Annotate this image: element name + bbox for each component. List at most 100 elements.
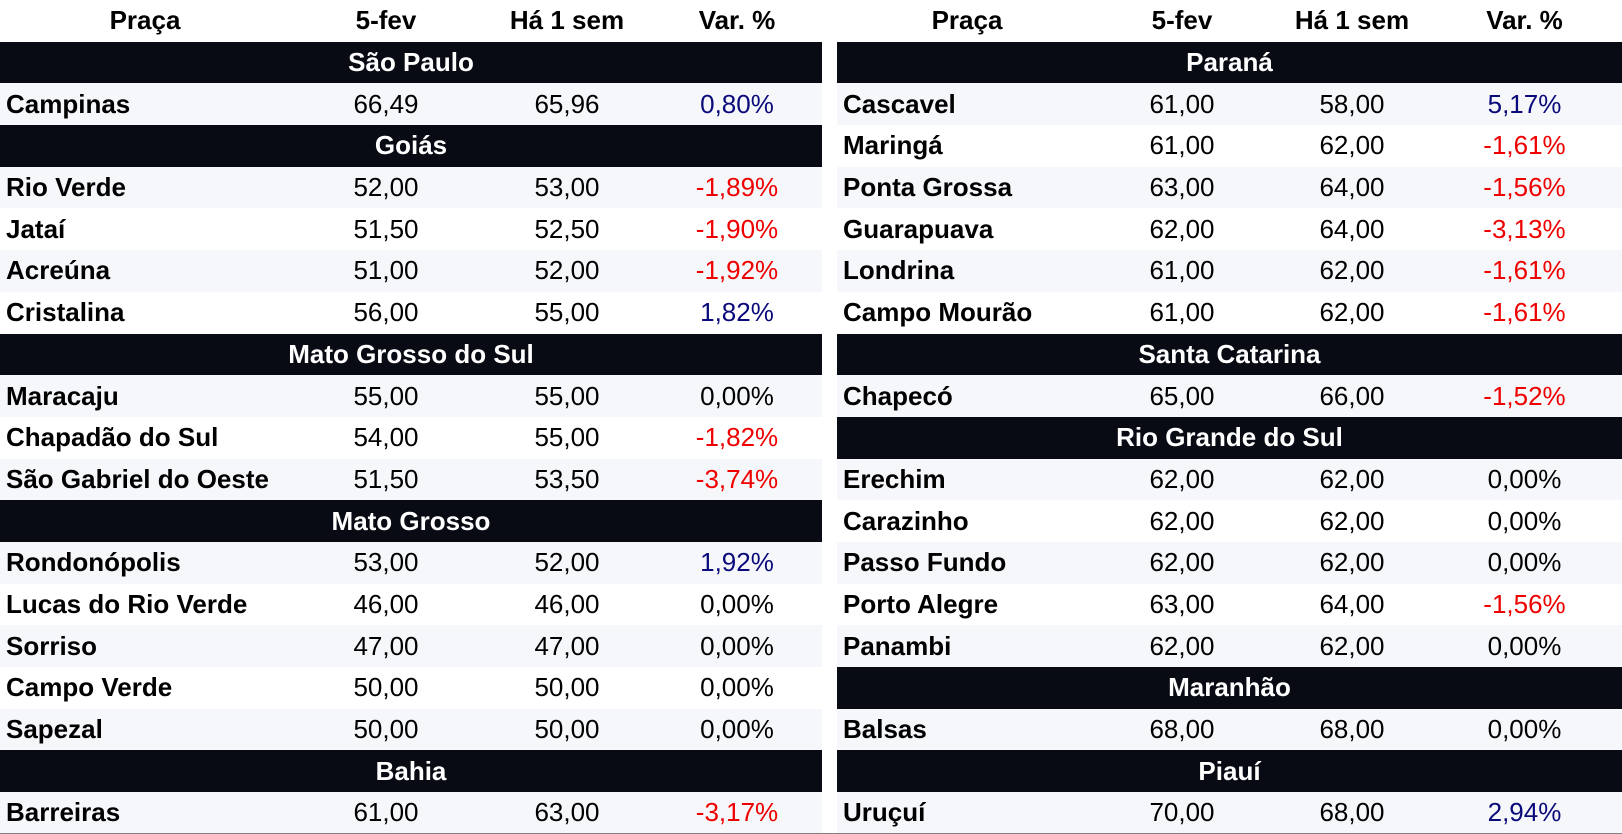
price-change: -3,74%: [695, 463, 779, 494]
price-change: 0,00%: [1487, 630, 1562, 661]
header-date-current: 5-fev: [355, 5, 417, 36]
place-name: Carazinho: [843, 505, 969, 536]
table-row: Cascavel 61,00 58,00 5,17%: [837, 83, 1622, 126]
region-header: Paraná: [837, 41, 1622, 84]
region-header: Maranhão: [837, 667, 1622, 709]
table-row: Sapezal 50,00 50,00 0,00%: [0, 708, 822, 751]
table-row: Cristalina 56,00 55,00 1,82%: [0, 292, 822, 334]
table-row: Londrina 61,00 62,00 -1,61%: [837, 250, 1622, 292]
price-current: 62,00: [1149, 630, 1215, 661]
table-row: Uruçuí 70,00 68,00 2,94%: [837, 792, 1622, 834]
table-row: Maracaju 55,00 55,00 0,00%: [0, 375, 822, 417]
left-price-table: Praça 5-fev Há 1 sem Var. % São Paulo Campina…: [0, 0, 822, 828]
column-header-row: Praça 5-fev Há 1 sem Var. %: [0, 0, 822, 42]
place-name: Jataí: [6, 213, 66, 244]
header-place: Praça: [109, 5, 181, 36]
place-name: Rio Verde: [6, 172, 126, 203]
price-current: 61,00: [353, 797, 419, 828]
price-prev: 53,50: [534, 463, 600, 494]
price-prev: 62,00: [1319, 130, 1385, 161]
price-change: -3,17%: [695, 797, 779, 828]
price-prev: 64,00: [1319, 172, 1385, 203]
place-name: Balsas: [843, 714, 927, 745]
price-prev: 62,00: [1319, 255, 1385, 286]
table-row: Chapecó 65,00 66,00 -1,52%: [837, 375, 1622, 417]
price-prev: 55,00: [534, 380, 600, 411]
place-name: Maracaju: [6, 380, 119, 411]
place-name: Maringá: [843, 130, 943, 161]
price-current: 52,00: [353, 172, 419, 203]
place-name: Ponta Grossa: [843, 172, 1013, 203]
price-change: -1,89%: [695, 172, 779, 203]
price-current: 61,00: [1149, 297, 1215, 328]
column-header-row: Praça 5-fev Há 1 sem Var. %: [837, 0, 1622, 42]
price-change: -1,52%: [1483, 380, 1566, 411]
region-header: São Paulo: [0, 41, 822, 84]
place-name: Guarapuava: [843, 213, 994, 244]
price-current: 53,00: [353, 547, 419, 578]
price-change: 0,00%: [700, 630, 774, 661]
price-change: 0,00%: [700, 714, 774, 745]
price-change: -1,61%: [1483, 297, 1566, 328]
price-current: 61,00: [1149, 255, 1215, 286]
place-name: Rondonópolis: [6, 547, 181, 578]
region-header: Mato Grosso: [0, 500, 822, 542]
table-row: Rio Verde 52,00 53,00 -1,89%: [0, 166, 822, 209]
price-change: 1,82%: [700, 297, 774, 328]
place-name: Campo Verde: [6, 672, 173, 703]
price-change: 0,00%: [1487, 547, 1562, 578]
price-prev: 50,00: [534, 714, 600, 745]
place-name: Chapecó: [843, 380, 953, 411]
price-change: -1,61%: [1483, 255, 1566, 286]
price-change: 0,00%: [700, 380, 774, 411]
table-row: Campinas 66,49 65,96 0,80%: [0, 83, 822, 126]
price-current: 61,00: [1149, 130, 1215, 161]
place-name: Sapezal: [6, 714, 103, 745]
region-header: Rio Grande do Sul: [837, 416, 1622, 459]
price-prev: 65,96: [534, 88, 600, 119]
price-prev: 53,00: [534, 172, 600, 203]
place-name: Campinas: [6, 88, 131, 119]
price-current: 68,00: [1149, 714, 1215, 745]
place-name: Lucas do Rio Verde: [6, 588, 248, 619]
table-row: Jataí 51,50 52,50 -1,90%: [0, 208, 822, 250]
price-current: 51,50: [353, 213, 419, 244]
region-header: Bahia: [0, 750, 822, 793]
price-current: 47,00: [353, 630, 419, 661]
price-prev: 46,00: [534, 588, 600, 619]
price-prev: 68,00: [1319, 797, 1385, 828]
right-price-table: Praça 5-fev Há 1 sem Var. % Paraná Cascavel 61…: [837, 0, 1622, 834]
price-prev: 62,00: [1319, 547, 1385, 578]
place-name: Porto Alegre: [843, 588, 999, 619]
header-change: Var. %: [698, 5, 776, 36]
header-place: Praça: [931, 5, 1003, 36]
price-change: -1,61%: [1483, 130, 1566, 161]
price-current: 62,00: [1149, 463, 1215, 494]
table-row: Sorriso 47,00 47,00 0,00%: [0, 625, 822, 667]
table-row: Lucas do Rio Verde 46,00 46,00 0,00%: [0, 584, 822, 626]
table-row: Campo Mourão 61,00 62,00 -1,61%: [837, 292, 1622, 334]
price-prev: 62,00: [1319, 630, 1385, 661]
price-current: 63,00: [1149, 588, 1215, 619]
price-change: 5,17%: [1487, 88, 1562, 119]
place-name: Panambi: [843, 630, 952, 661]
price-current: 51,50: [353, 463, 419, 494]
price-change: -1,92%: [695, 255, 779, 286]
price-change: -1,56%: [1483, 588, 1566, 619]
table-row: Chapadão do Sul 54,00 55,00 -1,82%: [0, 417, 822, 459]
header-change: Var. %: [1486, 5, 1563, 36]
price-change: 2,94%: [1487, 797, 1562, 828]
price-current: 62,00: [1149, 213, 1215, 244]
price-change: 0,00%: [1487, 505, 1562, 536]
price-prev: 62,00: [1319, 297, 1385, 328]
region-header: Mato Grosso do Sul: [0, 333, 822, 376]
price-change: 0,00%: [700, 672, 774, 703]
price-prev: 62,00: [1319, 463, 1385, 494]
place-name: São Gabriel do Oeste: [6, 463, 269, 494]
place-name: Campo Mourão: [843, 297, 1033, 328]
table-row: Erechim 62,00 62,00 0,00%: [837, 458, 1622, 501]
price-change: 0,00%: [1487, 714, 1562, 745]
price-current: 66,49: [353, 88, 419, 119]
place-name: Londrina: [843, 255, 955, 286]
price-prev: 58,00: [1319, 88, 1385, 119]
